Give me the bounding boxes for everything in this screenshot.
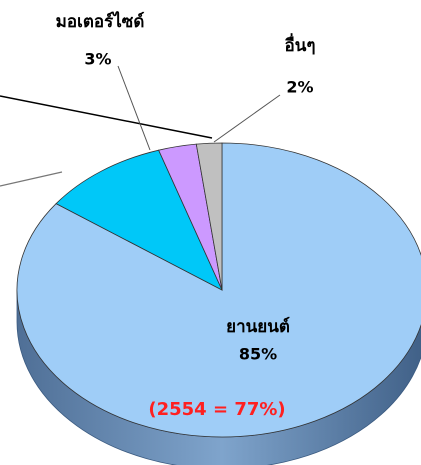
- pie-slice: [55, 149, 223, 291]
- leader-line: [213, 94, 281, 143]
- leader-line: [0, 171, 63, 187]
- pie-slice: [16, 142, 421, 438]
- category-label: ยานยนต์: [226, 316, 290, 337]
- value-label: 2%: [286, 78, 313, 97]
- category-label: อื่นๆ: [285, 33, 316, 56]
- value-label: 3%: [84, 50, 111, 69]
- category-label: มอเตอร์ไซด์: [56, 11, 145, 32]
- leader-line: [117, 65, 151, 151]
- pie-slice: [195, 142, 223, 291]
- leader-line: [0, 95, 213, 139]
- annotation: (2554 = 77%): [148, 399, 285, 420]
- value-label: 85%: [239, 345, 277, 364]
